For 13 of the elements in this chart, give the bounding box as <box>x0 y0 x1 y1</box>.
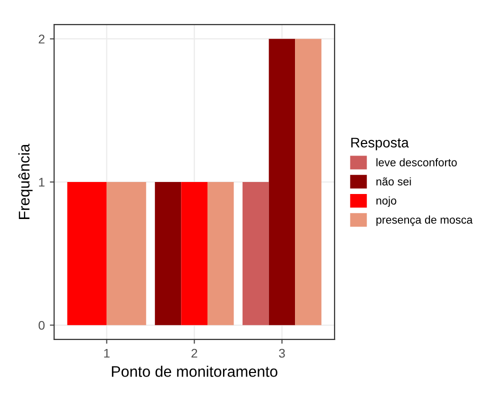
y-axis-title: Frequência <box>18 144 33 219</box>
y-tick-label: 1 <box>39 178 44 187</box>
x-tick-label: 2 <box>191 348 198 358</box>
x-tick-label: 3 <box>278 348 285 358</box>
legend-label: presença de mosca <box>376 216 473 226</box>
legend-label: nojo <box>376 196 396 207</box>
y-tick-label: 0 <box>38 320 45 330</box>
x-axis-title: Ponto de monitoramento <box>112 366 278 377</box>
legend-label: não sei <box>376 177 411 186</box>
y-tick-label: 2 <box>38 34 44 44</box>
x-tick-label: 1 <box>104 348 110 358</box>
legend-label: leve desconforto <box>376 158 457 166</box>
legend-title: Resposta <box>351 138 409 150</box>
